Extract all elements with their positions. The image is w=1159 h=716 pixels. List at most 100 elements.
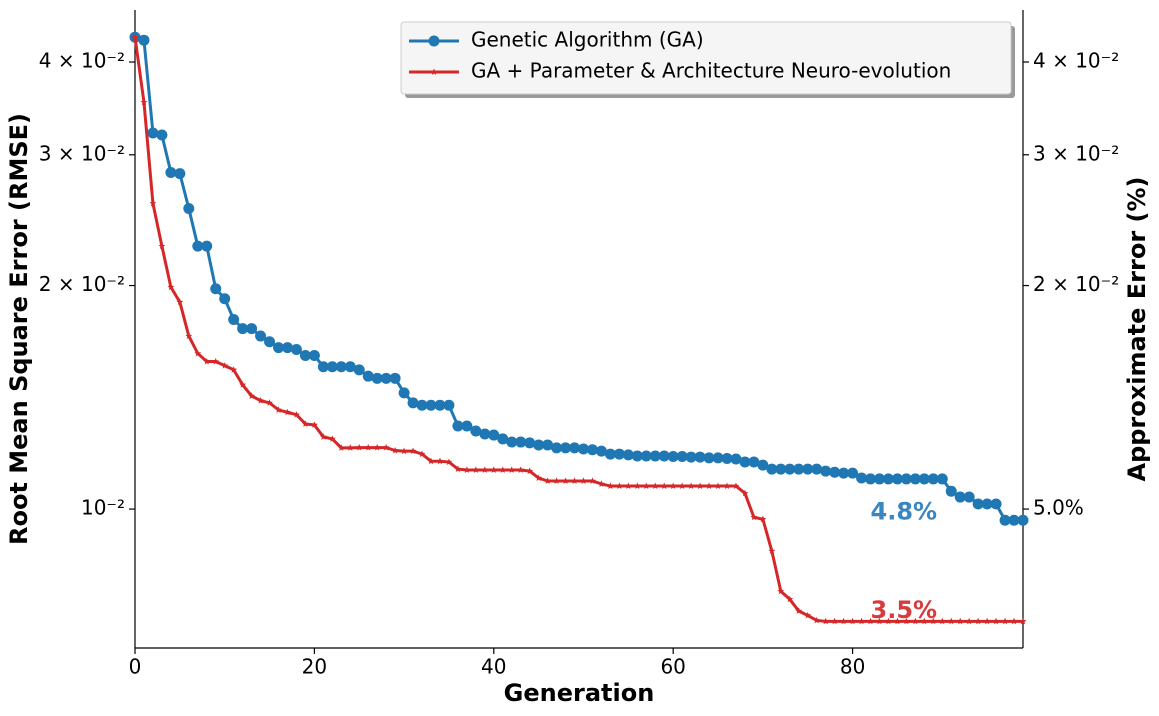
marker	[436, 457, 444, 465]
marker	[730, 453, 742, 465]
marker	[1001, 617, 1009, 625]
marker	[293, 411, 300, 418]
marker	[589, 477, 596, 484]
marker	[544, 477, 552, 484]
marker	[409, 447, 417, 454]
marker	[813, 616, 821, 624]
marker	[210, 283, 222, 295]
marker	[705, 482, 713, 489]
marker	[891, 473, 903, 485]
marker	[1019, 617, 1027, 625]
marker	[373, 444, 381, 451]
marker	[407, 397, 419, 409]
marker	[856, 472, 868, 484]
marker	[335, 361, 347, 373]
marker	[176, 298, 184, 305]
y2-tick-label: 2 × 10⁻²	[1033, 272, 1119, 296]
marker	[273, 342, 285, 354]
series	[129, 31, 1029, 526]
marker	[508, 466, 516, 473]
marker	[553, 477, 560, 484]
marker	[472, 466, 480, 473]
marker	[192, 240, 204, 252]
marker	[658, 450, 670, 462]
marker	[687, 482, 695, 489]
y-tick-label: 10⁻²	[81, 496, 125, 520]
marker	[257, 396, 264, 404]
x-axis-label: Generation	[504, 679, 655, 707]
marker	[562, 477, 569, 484]
marker	[542, 439, 554, 451]
marker	[732, 482, 740, 489]
x-tick-label: 0	[129, 655, 142, 679]
marker	[246, 323, 258, 335]
marker	[230, 366, 238, 373]
marker	[454, 465, 462, 472]
marker	[443, 399, 455, 411]
marker	[138, 34, 150, 46]
legend-label: Genetic Algorithm (GA)	[471, 28, 704, 52]
marker	[784, 463, 796, 475]
marker	[757, 459, 769, 471]
marker	[452, 420, 464, 432]
marker	[829, 466, 841, 478]
marker	[831, 617, 839, 625]
marker	[795, 607, 803, 614]
marker	[147, 127, 159, 139]
marker	[479, 428, 491, 440]
marker	[248, 392, 256, 399]
marker	[811, 463, 823, 475]
marker	[463, 466, 471, 473]
marker	[606, 482, 614, 489]
marker	[382, 444, 390, 451]
marker	[328, 435, 336, 442]
legend-box	[400, 21, 1012, 95]
marker	[622, 449, 634, 461]
marker	[963, 491, 975, 503]
marker	[847, 467, 859, 479]
marker	[786, 595, 794, 603]
marker	[768, 547, 776, 554]
marker	[954, 491, 966, 503]
marker	[284, 408, 291, 416]
marker	[956, 617, 964, 625]
marker	[499, 466, 507, 473]
marker	[290, 344, 302, 356]
marker	[678, 482, 686, 489]
marker	[804, 611, 812, 619]
marker	[515, 436, 527, 448]
marker	[911, 617, 919, 625]
marker	[488, 429, 500, 441]
marker	[936, 473, 948, 485]
marker	[317, 361, 329, 373]
marker	[920, 617, 928, 625]
y2-tick-label: 4 × 10⁻²	[1033, 49, 1119, 73]
marker	[391, 446, 399, 454]
marker	[497, 433, 509, 445]
marker	[569, 442, 581, 454]
marker	[927, 473, 939, 485]
marker	[669, 482, 677, 489]
marker	[571, 477, 578, 484]
marker	[838, 467, 850, 479]
marker	[228, 314, 240, 326]
marker	[165, 166, 177, 178]
marker	[140, 98, 148, 106]
marker	[660, 482, 668, 489]
marker	[865, 473, 877, 485]
marker	[167, 283, 175, 291]
marker	[1008, 514, 1020, 526]
marker	[149, 199, 157, 207]
marker	[490, 466, 498, 473]
marker	[194, 349, 202, 357]
marker	[822, 617, 830, 625]
marker	[793, 463, 805, 475]
marker	[389, 372, 401, 384]
y2-tick-label: 5.0%	[1033, 496, 1084, 520]
x-tick-label: 80	[840, 655, 865, 679]
marker	[894, 617, 901, 625]
marker	[990, 498, 1002, 510]
marker	[526, 467, 534, 474]
marker	[346, 444, 354, 451]
marker	[873, 473, 885, 485]
